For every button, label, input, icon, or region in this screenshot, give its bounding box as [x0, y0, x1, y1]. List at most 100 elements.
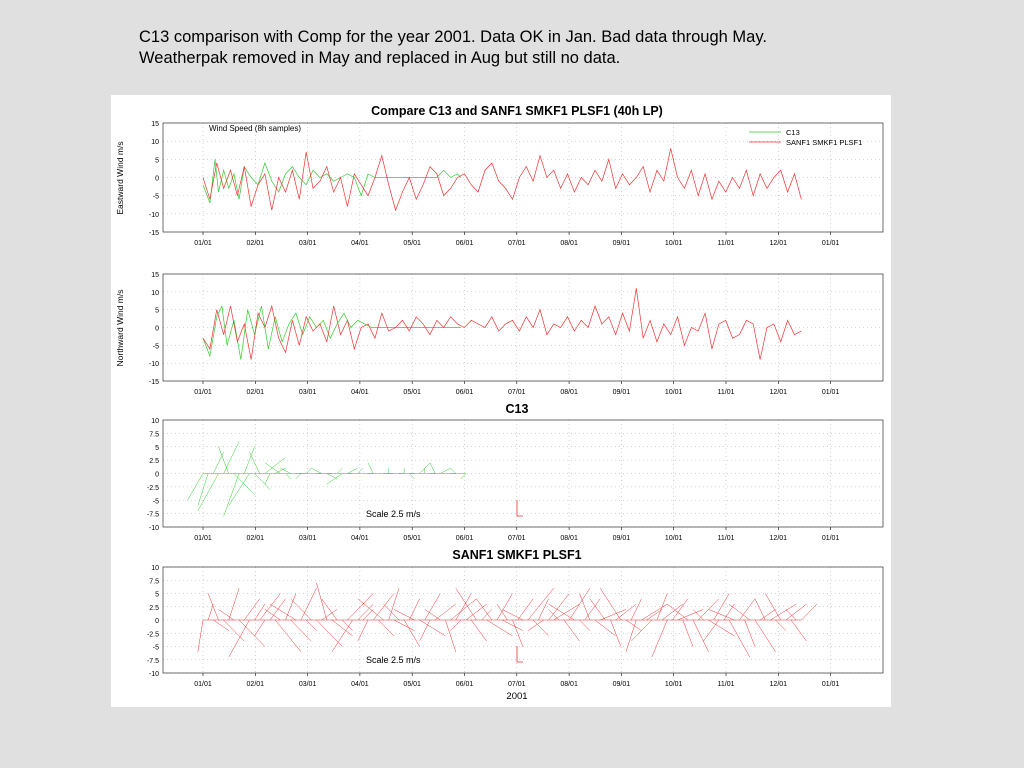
vector-stick	[316, 619, 343, 647]
ytick-label: -5	[153, 498, 159, 505]
vector-stick	[347, 593, 374, 621]
vector-stick	[187, 473, 204, 501]
vector-stick	[228, 619, 250, 658]
panel-northward: Northward Wind m/s 15 10 5 0 -5 -10 -15 01/01 02…	[115, 272, 884, 396]
xtick-label: 08/01	[560, 535, 578, 542]
series-line	[202, 304, 461, 360]
xtick-label: 08/01	[560, 240, 578, 247]
vector-stick	[625, 619, 637, 652]
xtick-label: 02/01	[247, 240, 265, 247]
vector-stick	[672, 598, 689, 621]
vector-stick	[264, 457, 286, 474]
vector-stick	[367, 462, 374, 474]
xtick-label: 01/01	[194, 389, 212, 396]
vector-stick	[238, 619, 266, 647]
vector-stick	[213, 451, 224, 474]
vector-stick	[625, 619, 642, 631]
vector-stick	[615, 603, 637, 621]
xtick-label: 03/01	[299, 240, 317, 247]
vector-stick	[249, 451, 260, 474]
vector-stick	[388, 588, 400, 621]
xtick-label: 05/01	[403, 389, 421, 396]
xtick-label: 01/01	[194, 681, 212, 688]
panel-4-scale-arrow	[516, 646, 523, 663]
xtick-label: 05/01	[403, 535, 421, 542]
vector-stick	[455, 593, 472, 621]
vector-stick	[207, 604, 214, 621]
vector-stick	[486, 619, 513, 637]
vector-stick	[661, 603, 683, 621]
xtick-label: 11/01	[718, 389, 735, 396]
vector-stick	[357, 619, 369, 642]
vector-stick	[269, 598, 286, 621]
ytick-label: 0	[155, 618, 159, 625]
xtick-label: 06/01	[456, 389, 474, 396]
xtick-label: 01/01	[822, 240, 840, 247]
xtick-label: 02/01	[247, 389, 265, 396]
vector-stick	[321, 609, 338, 621]
vector-stick	[630, 598, 642, 621]
vector-stick	[285, 593, 297, 621]
vector-stick	[703, 619, 720, 642]
vector-stick	[754, 598, 766, 621]
vector-stick	[434, 603, 456, 621]
ytick-label: 0	[155, 326, 159, 333]
xtick-label: 06/01	[456, 535, 474, 542]
vector-stick	[450, 619, 462, 631]
ytick-label: 0	[155, 176, 159, 183]
xtick-label: 09/01	[613, 535, 631, 542]
chart-figure: Compare C13 and SANF1 SMKF1 PLSF1 (40h L…	[111, 95, 891, 707]
panel-1-plot: 15 10 5 0 -5 -10 -15 01/01 02/01 03/01 04/01 05/01 0…	[149, 121, 884, 247]
vector-stick	[321, 598, 338, 621]
ytick-label: 2.5	[149, 605, 159, 612]
panel-eastward: Compare C13 and SANF1 SMKF1 PLSF1 (40h L…	[115, 104, 884, 247]
vector-stick	[378, 619, 395, 637]
xtick-label: 04/01	[351, 681, 369, 688]
ytick-label: 10	[151, 418, 159, 425]
ytick-label: 5	[155, 445, 159, 452]
vector-stick	[481, 609, 493, 621]
xtick-label: 09/01	[613, 389, 631, 396]
vector-stick	[223, 441, 240, 474]
ytick-label: 2.5	[149, 458, 159, 465]
vector-stick	[275, 467, 286, 474]
vector-stick	[233, 473, 255, 496]
vector-stick	[770, 603, 797, 621]
ytick-label: -2.5	[147, 631, 159, 638]
vector-stick	[373, 593, 395, 621]
vector-stick	[502, 609, 523, 621]
vector-stick	[228, 588, 240, 621]
vector-stick	[357, 598, 384, 621]
vector-stick	[708, 609, 735, 621]
vector-stick	[739, 598, 756, 621]
ytick-label: -15	[149, 230, 159, 237]
vector-stick	[450, 598, 477, 621]
vector-stick	[455, 588, 477, 621]
vector-stick	[641, 603, 668, 621]
xtick-label: 04/01	[351, 535, 369, 542]
ytick-label: -10	[149, 212, 159, 219]
panel-4-title: SANF1 SMKF1 PLSF1	[452, 548, 581, 562]
vector-stick	[218, 446, 230, 474]
vector-stick	[440, 467, 451, 474]
vector-stick	[677, 609, 704, 621]
vector-stick	[331, 619, 353, 637]
panel-sanf1-vectors: SANF1 SMKF1 PLSF1 10 7.5 5 2.5 0 -2.5 -5 -7.5 -1…	[147, 548, 884, 702]
xtick-label: 04/01	[351, 389, 369, 396]
ytick-label: -7.5	[147, 658, 159, 665]
vector-stick	[362, 609, 374, 621]
vector-stick	[790, 619, 807, 642]
vector-stick	[465, 603, 487, 621]
vector-stick	[692, 609, 704, 621]
vector-stick	[357, 603, 374, 621]
ytick-label: -2.5	[147, 485, 159, 492]
xtick-label: 12/01	[770, 681, 788, 688]
caption-line-1: C13 comparison with Comp for the year 20…	[139, 28, 767, 46]
xtick-label: 02/01	[247, 681, 265, 688]
vector-stick	[589, 598, 606, 621]
vector-stick	[424, 609, 441, 621]
vector-stick	[383, 603, 400, 621]
xtick-label: 03/01	[299, 681, 317, 688]
vector-stick	[254, 619, 266, 637]
xtick-label: 11/01	[718, 681, 735, 688]
